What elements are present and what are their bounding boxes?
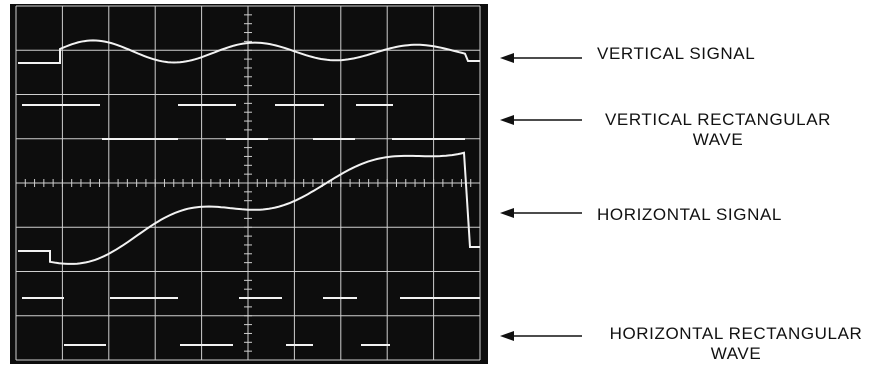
- label-horizontal-rectangular-line2: WAVE: [710, 344, 762, 363]
- horizontal-signal-trace: [18, 151, 480, 265]
- label-vertical-signal: VERTICAL SIGNAL: [597, 44, 756, 63]
- arrow-horizontal-rectangular-wave: [500, 331, 582, 341]
- traces: [18, 39, 480, 346]
- oscilloscope-screen: [10, 4, 488, 364]
- label-horizontal-rectangular-line1: HORIZONTAL RECTANGULAR: [609, 324, 863, 343]
- screen-background: [10, 4, 488, 364]
- label-horizontal-rectangular-wave: HORIZONTAL RECTANGULAR WAVE: [590, 324, 882, 364]
- label-vertical-rectangular-line1: VERTICAL RECTANGULAR: [604, 110, 832, 129]
- arrow-vertical-rectangular-wave: [500, 115, 582, 125]
- label-vertical-rectangular-line2: WAVE: [692, 130, 744, 149]
- arrow-horizontal-signal: [500, 208, 582, 218]
- graticule: [15, 5, 481, 361]
- label-horizontal-signal: HORIZONTAL SIGNAL: [597, 205, 782, 224]
- vertical-signal-trace: [18, 39, 480, 64]
- oscilloscope-display: [10, 4, 488, 364]
- arrow-vertical-signal: [500, 53, 582, 63]
- label-vertical-rectangular-wave: VERTICAL RECTANGULAR WAVE: [596, 110, 840, 150]
